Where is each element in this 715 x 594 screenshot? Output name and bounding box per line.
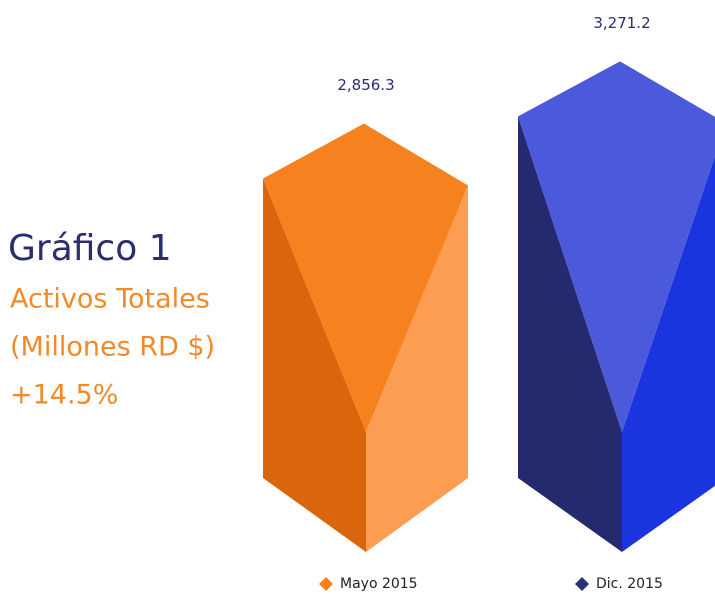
subtitle: +14.5% [10, 380, 118, 411]
legend-label: Dic. 2015 [596, 576, 663, 592]
bar-left-face [518, 116, 622, 552]
legend-marker [319, 577, 333, 591]
legend-label: Mayo 2015 [340, 576, 418, 592]
value-label: 3,271.2 [593, 14, 650, 32]
legend-marker [575, 577, 589, 591]
chart-title: Gráfico 1 [8, 228, 172, 269]
bar-left-face [263, 178, 366, 552]
subtitle: (Millones RD $) [10, 332, 215, 363]
bar-right-face [366, 185, 468, 552]
bar-top-face [518, 61, 715, 432]
bar-top-face [263, 123, 468, 433]
value-label: 2,856.3 [337, 76, 394, 94]
bar-right-face [622, 155, 715, 552]
subtitle: Activos Totales [10, 284, 210, 315]
